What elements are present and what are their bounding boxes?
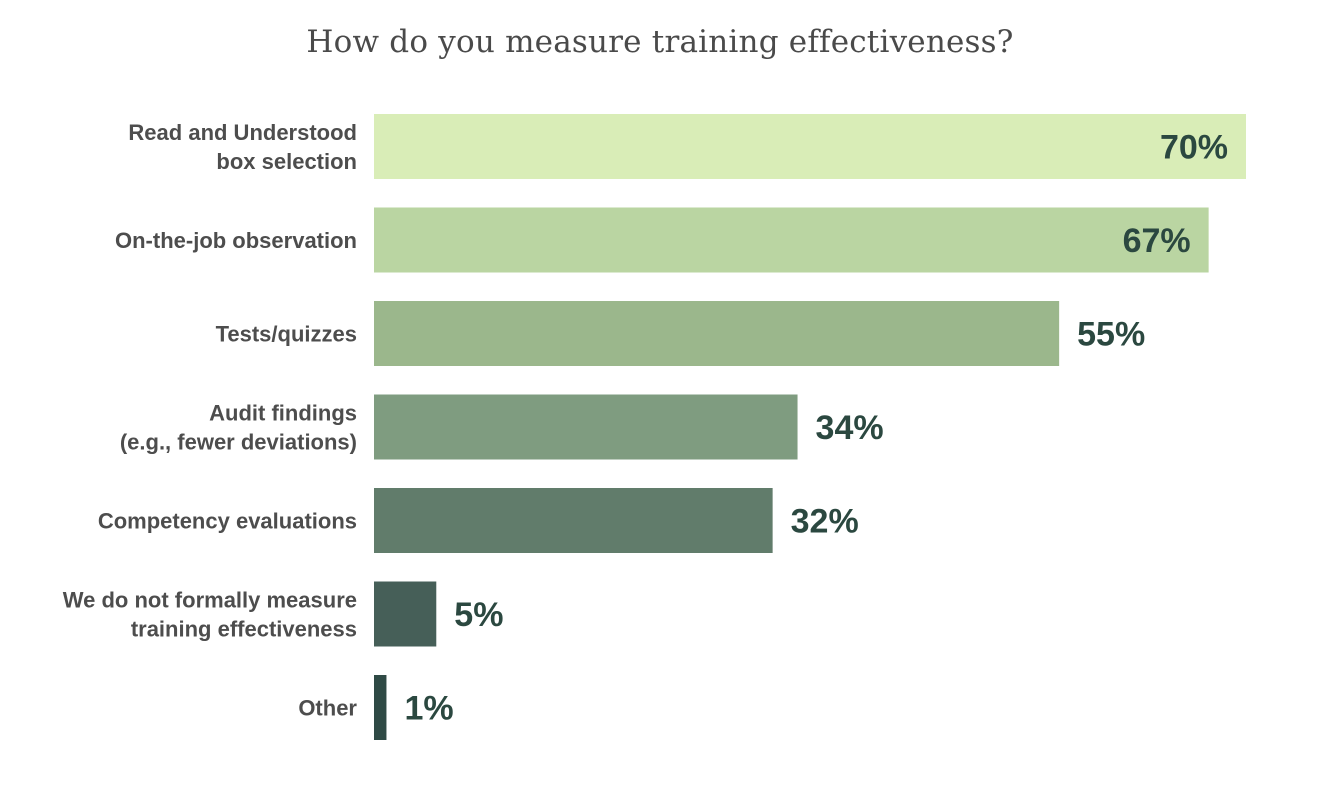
value-label: 1%	[404, 690, 453, 728]
category-label: We do not formally measure training effec…	[63, 588, 357, 642]
bar	[374, 207, 1209, 273]
category-label: Other	[298, 696, 357, 721]
category-label-line: Read and Understood	[128, 120, 357, 145]
bar	[374, 301, 1060, 366]
value-label: 32%	[791, 503, 859, 541]
category-label: Audit findings (e.g., fewer deviations)	[120, 401, 357, 455]
category-label-line: We do not formally measure	[63, 588, 357, 613]
value-label: 5%	[454, 596, 503, 634]
category-label-line: box selection	[216, 149, 357, 174]
value-label: 67%	[1123, 222, 1191, 260]
value-label: 55%	[1077, 316, 1145, 354]
bars-layer	[374, 114, 1246, 740]
category-label: On-the-job observation	[115, 228, 357, 253]
value-label: 70%	[1160, 129, 1228, 167]
category-label-line: Competency evaluations	[98, 509, 357, 534]
bar	[374, 394, 798, 460]
chart-title: How do you measure training effectivenes…	[306, 24, 1014, 60]
category-label-line: Tests/quizzes	[216, 322, 357, 347]
labels-layer: Read and Understood box selection 70% On-th…	[63, 120, 1228, 728]
bar	[374, 581, 437, 647]
bar	[374, 114, 1246, 179]
value-label: 34%	[816, 409, 884, 447]
category-label-line: (e.g., fewer deviations)	[120, 430, 357, 455]
category-label: Competency evaluations	[98, 509, 357, 534]
bar	[374, 488, 773, 553]
category-label-line: Other	[298, 696, 357, 721]
category-label: Read and Understood box selection	[128, 120, 357, 174]
category-label-line: Audit findings	[209, 401, 357, 426]
category-label: Tests/quizzes	[216, 322, 357, 347]
category-label-line: training effectiveness	[131, 617, 357, 642]
category-label-line: On-the-job observation	[115, 228, 357, 253]
bar	[374, 675, 387, 740]
